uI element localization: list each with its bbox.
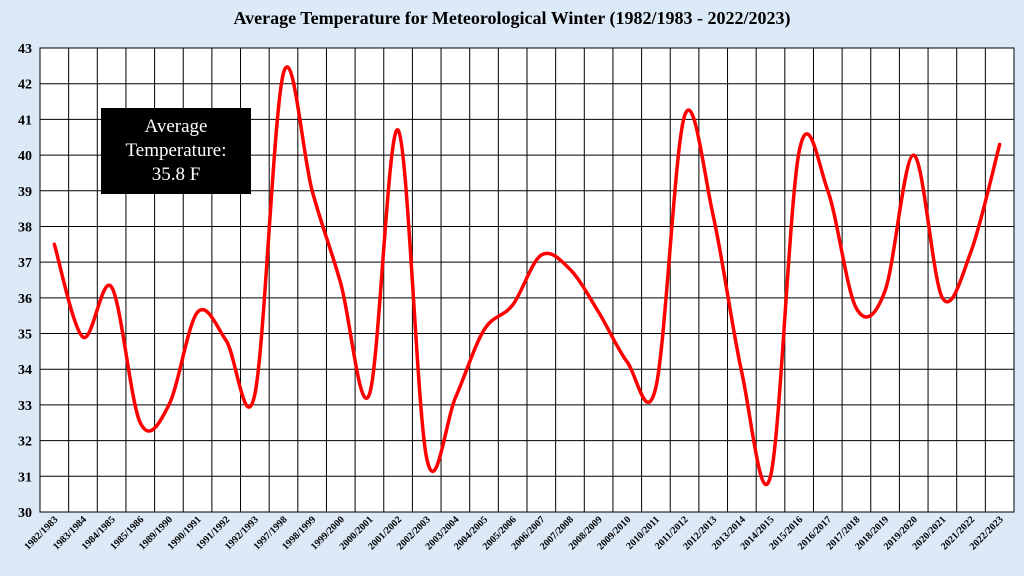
annotation-line-3: 35.8 F [151,164,201,185]
chart-title: Average Temperature for Meteorological W… [233,8,791,28]
annotation-line-2: Temperature: [125,140,227,161]
y-tick-label: 32 [18,435,32,450]
plot-border [39,47,1015,513]
y-tick-label: 36 [18,292,32,307]
y-tick-label: 41 [18,113,32,128]
y-tick-label: 35 [18,328,32,343]
y-tick-label: 34 [18,363,32,378]
y-tick-label: 38 [18,220,32,235]
y-tick-label: 42 [18,78,32,93]
average-temperature-annotation: Average Temperature: 35.8 F [101,108,251,194]
y-tick-label: 43 [18,42,32,57]
temperature-series-line [52,65,1002,487]
y-tick-label: 39 [18,185,32,200]
y-tick-label: 30 [18,506,32,521]
y-tick-label: 31 [18,470,32,485]
y-tick-label: 33 [18,399,32,414]
y-tick-label: 40 [18,149,32,164]
y-tick-label: 37 [18,256,32,271]
annotation-line-1: Average [144,116,208,137]
